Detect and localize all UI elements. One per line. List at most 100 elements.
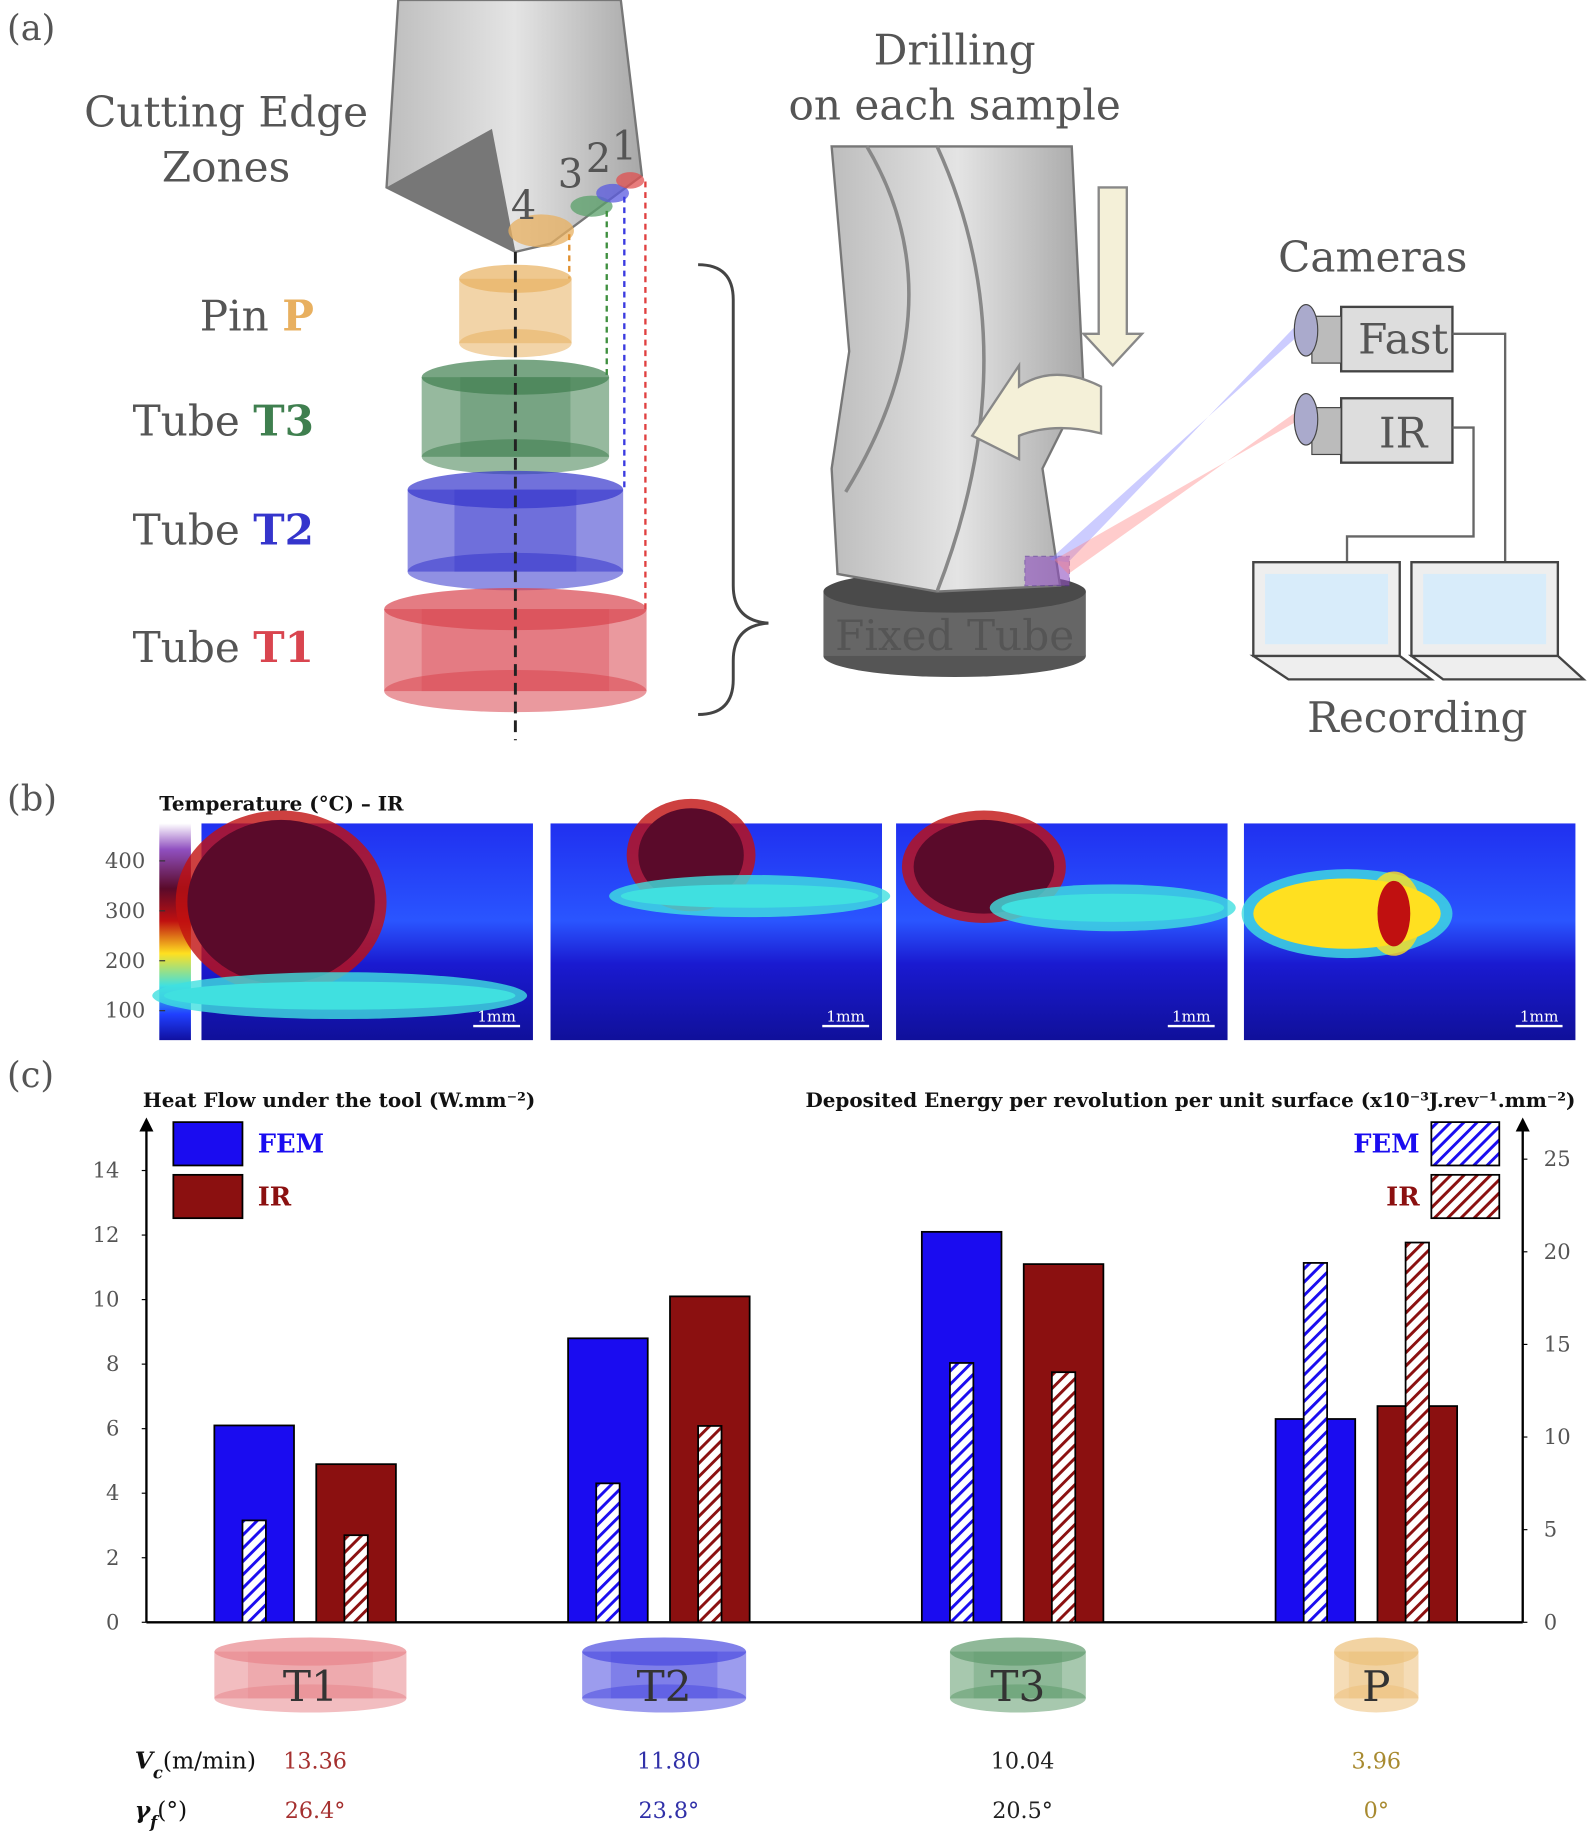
row-value: 20.5° [992, 1798, 1053, 1824]
hatched-bar [241, 1519, 267, 1624]
hatched-bar [343, 1534, 369, 1624]
recording-label: Recording [1307, 693, 1527, 742]
y2-tick-label: 15 [1544, 1331, 1571, 1356]
drilling-title: on each sample [788, 80, 1120, 129]
y-axis-label: Heat Flow under the tool (W.mm⁻²) [143, 1088, 535, 1112]
y2-tick-label: 10 [1544, 1424, 1571, 1449]
zone-number: 4 [511, 183, 536, 229]
drill [830, 145, 1085, 593]
sample-label: Tube T3 [133, 396, 314, 446]
camera-lens [1293, 392, 1319, 446]
row-value: 11.80 [637, 1749, 701, 1775]
sample-code: T1 [253, 622, 314, 672]
heatmaps: 1mm 1mm 1mm 1mm [152, 798, 1576, 1041]
drill-flute [844, 145, 986, 593]
row-value: 0° [1364, 1798, 1389, 1824]
colorbar-tick-label: 200 [105, 948, 145, 973]
laptop-screen [1423, 573, 1547, 645]
legend-swatch [172, 1121, 244, 1167]
y-tick-label: 6 [106, 1416, 119, 1441]
feed-arrow [1080, 186, 1145, 368]
zone [616, 172, 645, 189]
sample-prefix: Tube [133, 623, 240, 672]
row-label-subscript: f [149, 1812, 160, 1831]
cylinder [582, 1637, 747, 1666]
sample-label: Pin P [200, 290, 314, 340]
hatched-bar [1050, 1371, 1077, 1624]
hatched-bar [595, 1482, 621, 1624]
hatched-bar [1302, 1262, 1328, 1624]
y-tick-label: 0 [106, 1609, 119, 1634]
hatched-bar [1404, 1241, 1430, 1624]
cylinder [949, 1637, 1086, 1666]
zone [570, 195, 613, 217]
y-tick-label: 10 [93, 1287, 120, 1312]
cylinder-bore [973, 1651, 1063, 1699]
cylinder [1334, 1637, 1419, 1666]
rotation-arrow [970, 361, 1103, 462]
heat-blob [1377, 880, 1411, 947]
cylinder [407, 470, 624, 509]
legend-swatch [1430, 1173, 1501, 1220]
scale-bar-label: 1mm [1520, 1007, 1559, 1025]
row-label: Vc(m/min) [135, 1747, 256, 1783]
legend-swatch [172, 1173, 244, 1220]
zones-title: Cutting Edge [84, 88, 368, 137]
scale-bar-label: 1mm [1172, 1007, 1211, 1025]
cable [1345, 332, 1507, 563]
measure-zone [1024, 555, 1071, 587]
legend-label: FEM [1353, 1130, 1419, 1160]
drill-flute [386, 128, 516, 252]
category-label: P [1362, 1662, 1390, 1711]
y-tick-label: 14 [93, 1158, 120, 1183]
colorbar-tick-label: 100 [105, 998, 145, 1023]
y2-axis-label: Deposited Energy per revolution per unit… [805, 1088, 1575, 1112]
row-label-unit: (°) [157, 1796, 187, 1824]
row-value: 23.8° [638, 1798, 699, 1824]
sample-label: Tube T1 [133, 622, 314, 672]
chart: 0 2 4 6 8 10 12 14 0 5 10 15 20 25 FEM IR FEM IR T1 T2 T3 P Vc… [93, 1117, 1571, 1831]
sample-label: Tube T2 [133, 505, 314, 555]
category-label: T2 [637, 1662, 692, 1711]
cylinder [214, 1637, 407, 1666]
beam [1049, 313, 1308, 563]
sample-prefix: Tube [133, 397, 240, 446]
cylinder-bore [610, 1651, 718, 1699]
category-label: T3 [990, 1662, 1045, 1711]
camera-label: IR [1379, 408, 1429, 457]
zone-number: 1 [612, 123, 637, 169]
cylinder-bore [247, 1651, 373, 1699]
zones-title: Zones [162, 143, 290, 192]
y-tick-label: 2 [106, 1545, 119, 1570]
zone-number: 2 [586, 136, 611, 182]
colorbar-tick-label: 300 [105, 898, 145, 923]
row-value: 26.4° [285, 1798, 346, 1824]
scale-bar-label: 1mm [477, 1007, 516, 1025]
row-label-symbol: V [135, 1747, 156, 1775]
legend-label: FEM [258, 1130, 324, 1160]
y2-tick-label: 20 [1544, 1239, 1571, 1264]
hatched-bar [697, 1425, 723, 1624]
fixed-tube-label: Fixed Tube [835, 611, 1074, 660]
hatched-bar [949, 1362, 975, 1624]
y2-tick-label: 0 [1544, 1609, 1557, 1634]
cylinder [421, 359, 610, 395]
axis-arrow [1515, 1117, 1530, 1132]
axis-arrow [139, 1117, 154, 1132]
legend-label: IR [258, 1182, 292, 1212]
panel-label: (a) [7, 8, 55, 49]
cameras-title: Cameras [1278, 233, 1467, 282]
y-tick-label: 4 [106, 1480, 119, 1505]
heat-blob [163, 981, 516, 1010]
legend-swatch [1430, 1121, 1501, 1167]
y-tick-label: 12 [93, 1222, 120, 1247]
row-value: 10.04 [991, 1749, 1055, 1775]
panel-label: (b) [7, 779, 57, 820]
row-label: γf(°) [135, 1796, 187, 1832]
panel-label: (c) [7, 1055, 54, 1096]
sample-code: T2 [253, 505, 314, 555]
category-label: T1 [283, 1662, 338, 1711]
camera-lens [1293, 303, 1319, 357]
heat-blob [1001, 893, 1225, 922]
